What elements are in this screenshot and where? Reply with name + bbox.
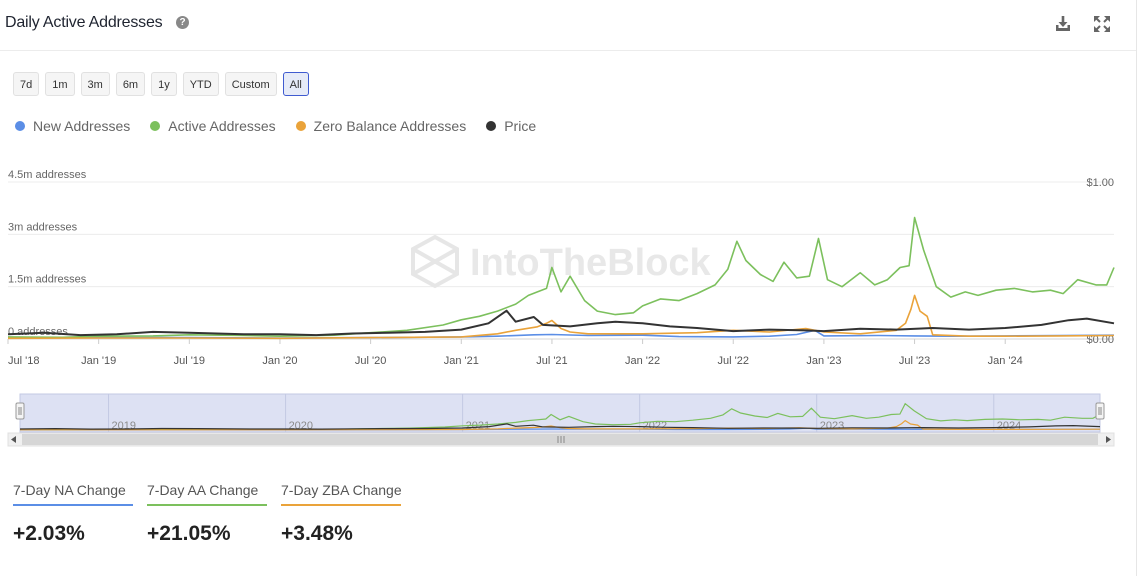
stat-na-value: +2.03% <box>13 522 85 545</box>
range-button-1m[interactable]: 1m <box>45 72 75 96</box>
series-line-active-addresses <box>7 216 1115 339</box>
legend-label-zero: Zero Balance Addresses <box>313 118 467 134</box>
legend-label-price: Price <box>504 118 537 134</box>
stat-aa-label: 7-Day AA Change <box>147 482 267 506</box>
x-tick-label: Jul '22 <box>718 355 749 367</box>
x-tick-label: Jan '20 <box>262 355 297 367</box>
stats-row: 7-Day NA Change +2.03% 7-Day AA Change +… <box>13 482 402 546</box>
navigator-handle-right[interactable] <box>1095 402 1105 420</box>
stat-zba-label: 7-Day ZBA Change <box>281 482 402 506</box>
scroll-right-arrow-icon[interactable] <box>1106 436 1111 443</box>
x-tick-label: Jul '21 <box>536 355 567 367</box>
navigator-year-label: 2023 <box>820 420 844 432</box>
range-button-6m[interactable]: 6m <box>115 72 146 96</box>
y-right-tick-label: $1.00 <box>1086 177 1114 189</box>
legend-dot-zero <box>295 121 306 131</box>
x-tick-label: Jan '24 <box>988 355 1023 367</box>
stat-na-label: 7-Day NA Change <box>13 482 133 506</box>
legend-dot-new <box>15 121 25 131</box>
navigator-scrollbar-thumb[interactable] <box>22 434 1098 445</box>
stat-aa-change: 7-Day AA Change +21.05% <box>147 482 267 546</box>
x-tick-label: Jan '19 <box>81 355 116 367</box>
x-tick-label: Jan '23 <box>806 355 841 367</box>
range-button-7d[interactable]: 7d <box>13 72 40 96</box>
legend-label-active: Active Addresses <box>168 118 276 134</box>
range-button-ytd[interactable]: YTD <box>182 72 219 96</box>
scroll-left-arrow-icon[interactable] <box>11 436 16 443</box>
x-tick-label: Jul '23 <box>899 355 930 367</box>
range-button-1y[interactable]: 1y <box>151 72 177 96</box>
watermark-text: IntoTheBlock <box>470 242 712 284</box>
range-button-custom[interactable]: Custom <box>224 72 277 96</box>
watermark-logo-icon <box>411 234 459 289</box>
stat-zba-change: 7-Day ZBA Change +3.48% <box>281 482 402 546</box>
stat-aa-value: +21.05% <box>147 522 231 545</box>
legend-zero-balance-addresses[interactable]: Zero Balance Addresses <box>295 118 467 134</box>
navigator-handle-left[interactable] <box>15 402 25 420</box>
question-icon[interactable]: ? <box>176 16 189 29</box>
legend-label-new: New Addresses <box>33 118 131 134</box>
page-title: Daily Active Addresses <box>5 14 163 31</box>
legend-dot-price <box>486 121 497 131</box>
y-left-tick-label: 4.5m addresses <box>8 169 87 181</box>
x-tick-label: Jul '19 <box>174 355 205 367</box>
range-selector: 7d 1m 3m 6m 1y YTD Custom All <box>13 72 309 96</box>
legend-active-addresses[interactable]: Active Addresses <box>150 118 276 134</box>
series-line-price <box>7 309 1115 337</box>
range-button-all[interactable]: All <box>282 72 309 96</box>
chart-legend: New Addresses Active Addresses Zero Bala… <box>15 118 536 134</box>
legend-price[interactable]: Price <box>486 118 536 134</box>
navigator-selection[interactable] <box>19 393 1101 433</box>
navigator-year-label: 2024 <box>997 420 1021 432</box>
expand-icon[interactable] <box>1092 14 1112 34</box>
legend-dot-active <box>150 121 161 131</box>
x-tick-label: Jul '18 <box>8 355 39 367</box>
stat-zba-value: +3.48% <box>281 522 353 545</box>
stat-na-change: 7-Day NA Change +2.03% <box>13 482 133 546</box>
card-header: Daily Active Addresses ? <box>0 0 1136 51</box>
x-tick-label: Jan '21 <box>444 355 479 367</box>
y-left-tick-label: 1.5m addresses <box>8 274 87 286</box>
x-tick-label: Jul '20 <box>355 355 386 367</box>
download-icon[interactable] <box>1053 14 1073 34</box>
range-button-3m[interactable]: 3m <box>80 72 110 96</box>
series-line-zero-balance-addresses <box>7 294 1115 340</box>
navigator-series-active-addresses <box>19 402 1101 431</box>
navigator-series-price <box>19 423 1101 430</box>
y-right-tick-label: $0.00 <box>1086 334 1114 346</box>
y-left-tick-label: 3m addresses <box>8 221 78 233</box>
x-tick-label: Jan '22 <box>625 355 660 367</box>
legend-new-addresses[interactable]: New Addresses <box>15 118 130 134</box>
navigator[interactable]: 2019 2020 2021 2022 2023 2024 <box>7 393 1115 447</box>
